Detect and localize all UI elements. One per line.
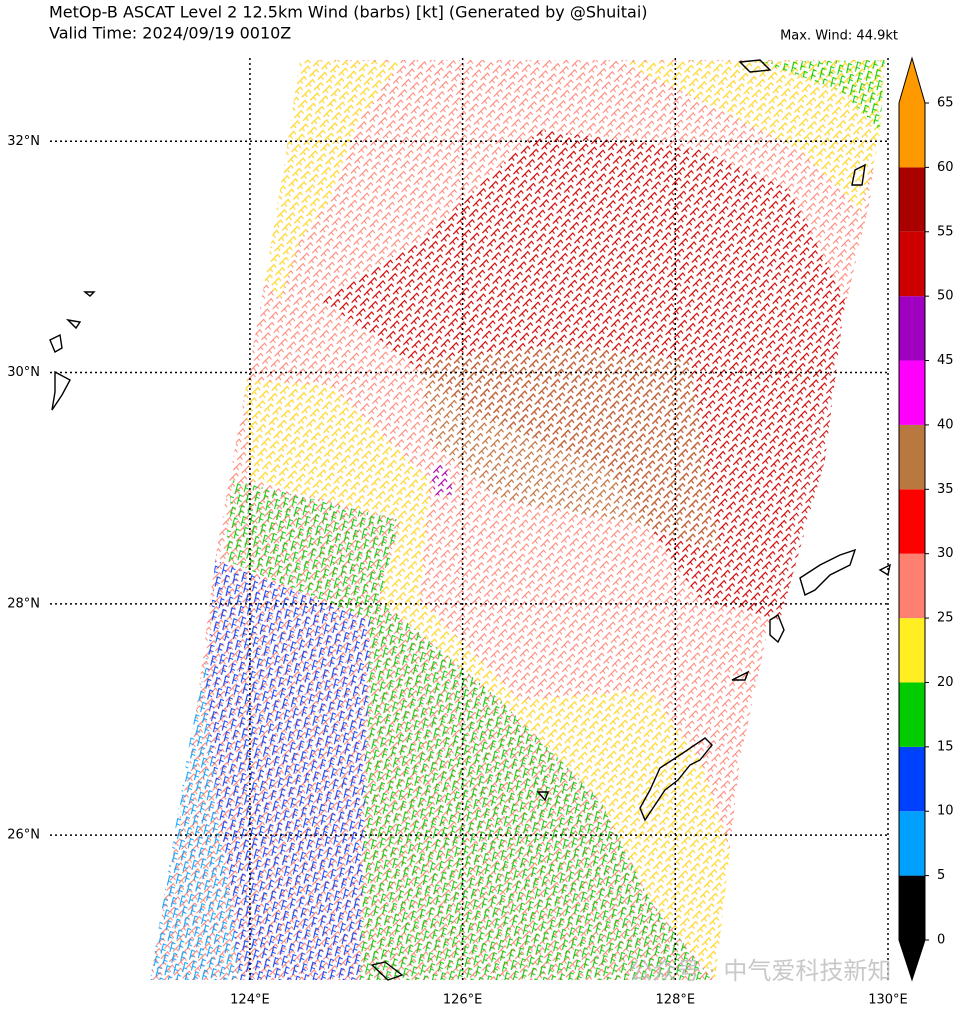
y-tick-label: 26°N — [7, 828, 40, 843]
coastline — [639, 737, 713, 822]
zone — [265, 60, 400, 300]
colorbar-segment — [899, 103, 925, 168]
zone — [245, 380, 730, 980]
colorbar-segment — [899, 296, 925, 361]
colorbar-segment — [899, 746, 925, 812]
colorbar-tick-label: 50 — [937, 289, 954, 304]
coastline — [769, 613, 785, 644]
wind-swath — [150, 60, 885, 980]
colorbar-segment — [899, 231, 925, 297]
colorbar-tick-label: 45 — [937, 353, 954, 368]
zone — [420, 345, 720, 550]
coastline — [49, 291, 96, 411]
colorbar-segment — [899, 811, 925, 876]
colorbar-tick-label: 55 — [937, 224, 954, 239]
colorbar-segment — [899, 489, 925, 554]
zone — [620, 60, 885, 210]
valid-time: Valid Time: 2024/09/19 0010Z — [49, 24, 291, 43]
title: MetOp-B ASCAT Level 2 12.5km Wind (barbs… — [49, 3, 648, 22]
colorbar-tick-label: 15 — [937, 739, 954, 754]
coastlines — [49, 59, 891, 981]
colorbar-segment — [899, 553, 925, 619]
colorbar-tick-label: 65 — [937, 96, 954, 111]
max-wind: Max. Wind: 44.9kt — [780, 29, 898, 44]
zone — [205, 560, 370, 980]
colorbar-segment — [899, 360, 925, 425]
zone — [430, 462, 455, 495]
coastline — [370, 670, 750, 981]
colorbar-tick-label: 0 — [937, 933, 945, 948]
colorbar-segment — [899, 167, 925, 232]
y-tick-label: 28°N — [7, 596, 40, 611]
colorbar-tick-label: 40 — [937, 417, 954, 432]
colorbar-segment — [899, 618, 925, 683]
x-tick-label: 130°E — [868, 993, 908, 1008]
x-tick-label: 128°E — [656, 993, 696, 1008]
x-tick-label: 124°E — [230, 993, 270, 1008]
colorbar-tick-label: 20 — [937, 675, 954, 690]
zone — [150, 640, 240, 980]
coastline — [799, 548, 857, 597]
colorbar: 0 5 10 15 20 25 30 35 40 45 50 55 60 65 — [898, 56, 954, 982]
y-tick-label: 30°N — [7, 365, 40, 380]
x-tick-label: 126°E — [443, 993, 483, 1008]
colorbar-segment — [899, 875, 925, 940]
colorbar-over — [899, 58, 925, 103]
colorbar-tick-label: 35 — [937, 482, 954, 497]
colorbar-tick-label: 60 — [937, 160, 954, 175]
watermark: 公众号 · 中气爱科技新知 — [629, 957, 892, 985]
colorbar-under — [899, 940, 925, 980]
zone — [225, 480, 712, 980]
colorbar-segment — [899, 424, 925, 490]
zone — [760, 60, 885, 130]
colorbar-tick-label: 30 — [937, 546, 954, 561]
coastline — [738, 59, 891, 577]
colorbar-tick-label: 25 — [937, 611, 954, 626]
y-tick-label: 32°N — [7, 134, 40, 149]
colorbar-segment — [899, 682, 925, 747]
colorbar-tick-label: 5 — [937, 868, 945, 883]
graticule: 124°E 126°E 128°E 130°E 26°N 28°N 30°N 32°N — [7, 58, 908, 1008]
colorbar-tick-label: 10 — [937, 804, 954, 819]
